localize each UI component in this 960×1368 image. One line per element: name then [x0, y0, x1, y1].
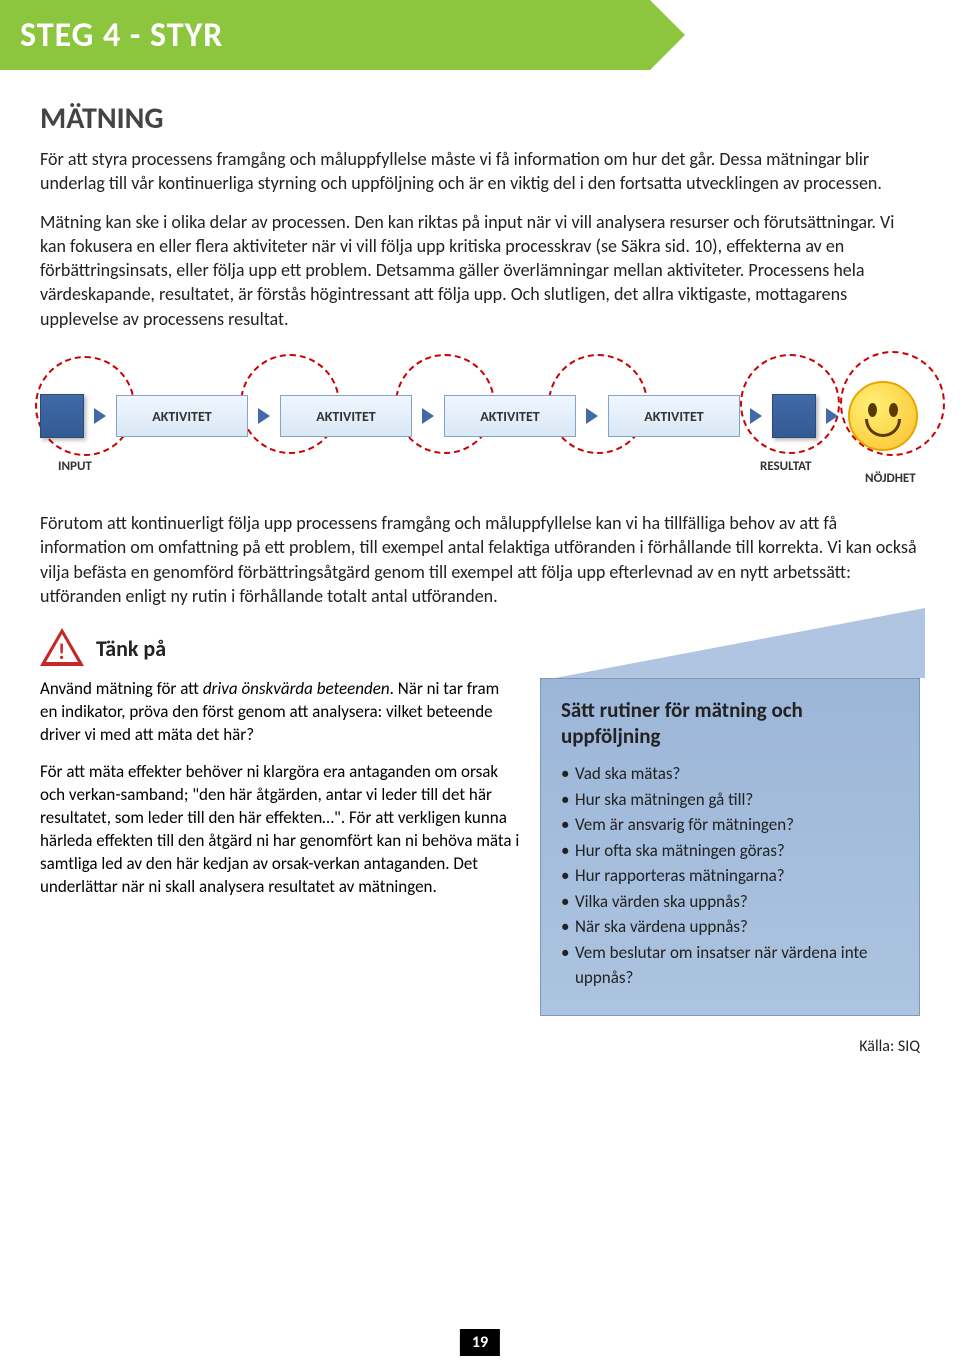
- callout-item: Vem beslutar om insatser när värdena int…: [561, 940, 903, 991]
- bottom-row: Använd mätning för att driva önskvärda b…: [40, 678, 920, 1016]
- activity-box: AKTIVITET: [444, 395, 576, 437]
- input-box: [40, 394, 84, 438]
- activity-box: AKTIVITET: [280, 395, 412, 437]
- text-emphasis: driva önskvärda beteenden: [203, 678, 390, 699]
- input-label: INPUT: [58, 459, 92, 474]
- left-column: Använd mätning för att driva önskvärda b…: [40, 678, 520, 1016]
- text-span: Använd mätning för att: [40, 678, 203, 699]
- page-number: 19: [460, 1329, 500, 1356]
- arrow-icon: [750, 408, 762, 424]
- diagram-row: AKTIVITET AKTIVITET AKTIVITET AKTIVITET: [40, 381, 920, 451]
- tank-title: Tänk på: [96, 635, 166, 662]
- paragraph-1: För att styra processens framgång och må…: [40, 147, 920, 196]
- callout-title: Sätt rutiner för mätning och uppföljning: [561, 697, 903, 749]
- header-banner: STEG 4 - STYR: [0, 0, 650, 70]
- callout-item: Vilka värden ska uppnås?: [561, 889, 903, 915]
- source-text: Källa: SIQ: [859, 1037, 920, 1056]
- paragraph-3: Förutom att kontinuerligt följa upp proc…: [40, 511, 920, 608]
- callout-item: När ska värdena uppnås?: [561, 914, 903, 940]
- result-label: RESULTAT: [760, 459, 811, 474]
- section-title: MÄTNING: [40, 100, 920, 137]
- arrow-icon: [94, 408, 106, 424]
- process-diagram: AKTIVITET AKTIVITET AKTIVITET AKTIVITET …: [40, 351, 920, 501]
- activity-box: AKTIVITET: [608, 395, 740, 437]
- callout-list: Vad ska mätas? Hur ska mätningen gå till…: [561, 761, 903, 991]
- callout-item: Vad ska mätas?: [561, 761, 903, 787]
- arrow-icon: [586, 408, 598, 424]
- paragraph-2: Mätning kan ske i olika delar av process…: [40, 210, 920, 331]
- warning-icon: !: [40, 628, 84, 668]
- tank-paragraph-2: För att mäta effekter behöver ni klargör…: [40, 761, 520, 899]
- callout-item: Hur ska mätningen gå till?: [561, 787, 903, 813]
- triangle-decoration: [555, 608, 925, 678]
- arrow-icon: [422, 408, 434, 424]
- callout-box: Sätt rutiner för mätning och uppföljning…: [540, 678, 920, 1016]
- satisfaction-label: NÖJDHET: [865, 471, 916, 486]
- result-box: [772, 394, 816, 438]
- callout-item: Hur ofta ska mätningen göras?: [561, 838, 903, 864]
- callout-item: Vem är ansvarig för mätningen?: [561, 812, 903, 838]
- content-area: MÄTNING För att styra processens framgån…: [0, 70, 960, 1026]
- arrow-icon: [826, 408, 838, 424]
- page-title: STEG 4 - STYR: [20, 15, 223, 56]
- arrow-icon: [258, 408, 270, 424]
- right-column: Sätt rutiner för mätning och uppföljning…: [540, 678, 920, 1016]
- callout-item: Hur rapporteras mätningarna?: [561, 863, 903, 889]
- smiley-icon: [848, 381, 918, 451]
- activity-box: AKTIVITET: [116, 395, 248, 437]
- tank-paragraph-1: Använd mätning för att driva önskvärda b…: [40, 678, 520, 747]
